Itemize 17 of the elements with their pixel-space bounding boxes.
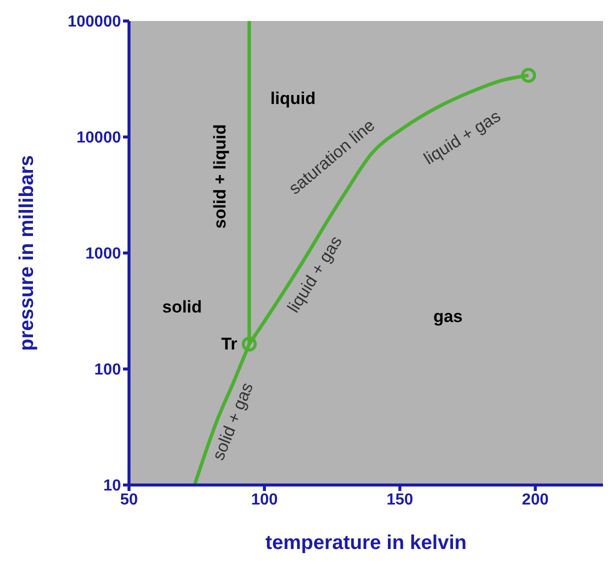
x-tick-label: 50 — [120, 491, 138, 508]
annotation: liquid — [270, 88, 316, 108]
annotation: solid + gas — [208, 380, 257, 463]
x-axis-title: temperature in kelvin — [265, 532, 467, 554]
x-tick-label: 100 — [251, 491, 278, 508]
y-tick-label: 100 — [94, 362, 122, 379]
y-axis-title: pressure in millibars — [16, 155, 38, 351]
x-tick-label: 150 — [386, 491, 414, 508]
annotation: solid + liquid — [210, 124, 230, 229]
annotation: gas — [433, 307, 463, 326]
y-tick-label: 10 — [103, 478, 122, 495]
y-tick-label: 1000 — [85, 246, 122, 263]
y-tick-label: 10000 — [76, 130, 122, 147]
annotation: solid — [162, 297, 202, 316]
annotation: Tr — [221, 334, 238, 354]
x-tick-label: 200 — [522, 491, 549, 508]
y-tick-label: 100000 — [68, 14, 122, 31]
